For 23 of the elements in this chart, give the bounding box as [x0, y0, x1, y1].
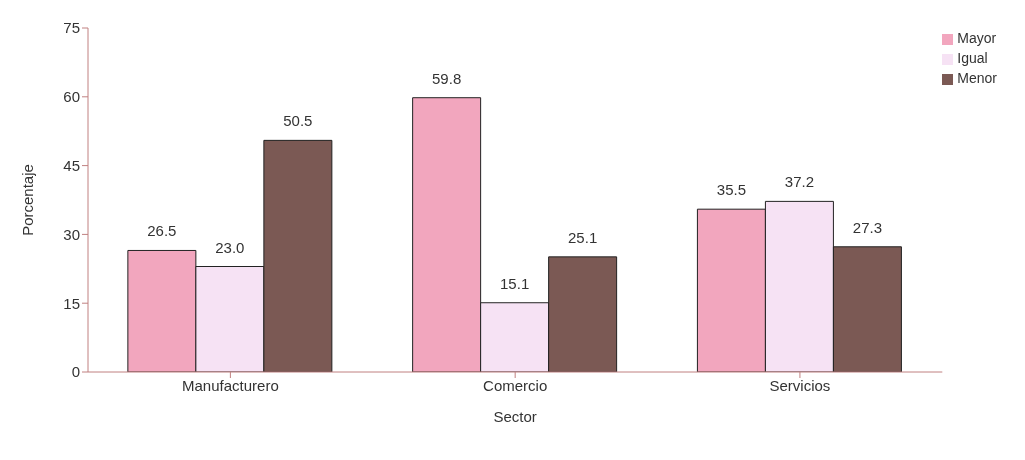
data-label: 23.0 [215, 238, 245, 256]
y-tick-label: 75 [63, 19, 80, 37]
y-tick-label: 30 [63, 225, 80, 243]
y-tick-label: 60 [63, 88, 80, 106]
data-label: 27.3 [852, 218, 883, 236]
legend-label: Mayor [957, 30, 997, 46]
x-tick-label: Servicios [769, 376, 831, 394]
x-tick-label: Comercio [483, 376, 548, 394]
y-tick-label: 15 [63, 294, 80, 312]
legend-label: Menor [957, 70, 997, 86]
data-label: 15.1 [500, 274, 530, 292]
data-label: 59.8 [432, 69, 462, 87]
data-label: 26.5 [147, 222, 177, 240]
legend-label: Igual [957, 50, 988, 66]
x-tick-label: Manufacturero [182, 376, 279, 394]
data-label: 25.1 [568, 228, 598, 246]
data-label: 37.2 [784, 173, 815, 191]
y-tick-label: 45 [63, 156, 80, 174]
x-axis-title: Sector [493, 408, 537, 425]
y-tick-label: 0 [71, 363, 80, 381]
data-label: 35.5 [716, 181, 747, 199]
data-label: 50.5 [283, 112, 313, 130]
y-axis-title: Porcentaje [19, 164, 37, 236]
